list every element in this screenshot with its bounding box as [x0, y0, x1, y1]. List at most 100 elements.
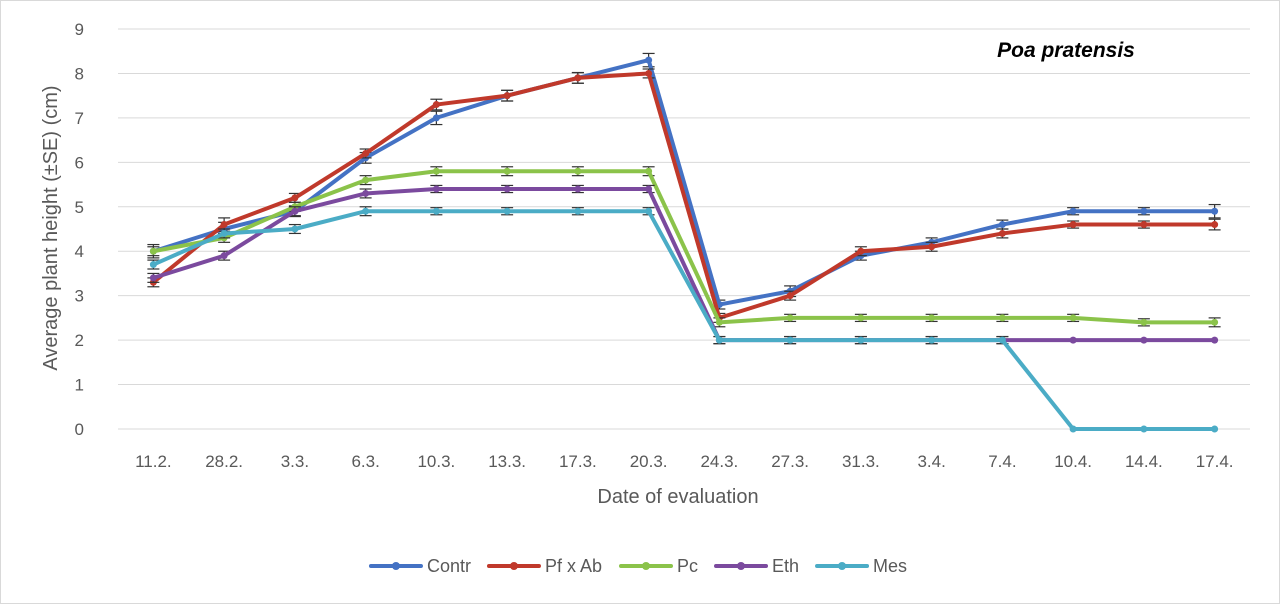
data-point: [220, 252, 228, 260]
data-point: [432, 101, 440, 109]
data-point: [857, 336, 865, 344]
data-point: [149, 247, 157, 255]
legend-label: Pc: [677, 556, 698, 576]
data-point: [1140, 425, 1148, 433]
x-tick-label: 20.3.: [630, 452, 668, 471]
legend-marker: [642, 562, 651, 570]
x-tick-label: 7.4.: [988, 452, 1016, 471]
data-point: [432, 185, 440, 193]
legend-item: Contr: [368, 556, 471, 576]
y-tick-label: 1: [75, 376, 84, 395]
data-point: [291, 225, 299, 233]
data-point: [1069, 425, 1077, 433]
data-point: [1140, 336, 1148, 344]
gridlines: [118, 28, 1250, 430]
y-tick-label: 9: [75, 20, 84, 39]
x-tick-label: 31.3.: [842, 452, 880, 471]
data-point: [928, 243, 936, 251]
data-point: [432, 114, 440, 122]
series-eth: [147, 184, 1219, 345]
data-point: [149, 261, 157, 269]
data-point: [574, 207, 582, 215]
data-point: [362, 189, 370, 197]
x-tick-label: 3.3.: [281, 452, 309, 471]
data-point: [715, 318, 723, 326]
legend-label: Eth: [772, 556, 799, 576]
data-point: [1140, 207, 1148, 215]
data-point: [645, 185, 653, 193]
data-point: [645, 167, 653, 175]
data-point: [857, 314, 865, 322]
data-point: [574, 185, 582, 193]
data-point: [291, 194, 299, 202]
data-point: [715, 336, 723, 344]
data-point: [645, 69, 653, 77]
x-tick-labels: 11.2. 28.2. 3.3. 6.3. 10.3. 13.3. 17.3. 20.3. 24…: [135, 452, 1233, 471]
data-point: [220, 221, 228, 229]
data-point: [1211, 318, 1219, 326]
legend-item: Pf x Ab: [486, 556, 602, 576]
data-point: [362, 176, 370, 184]
x-tick-label: 28.2.: [205, 452, 243, 471]
series-lines: [147, 52, 1221, 433]
data-point: [786, 314, 794, 322]
data-point: [1211, 425, 1219, 433]
data-point: [1069, 314, 1077, 322]
data-point: [503, 92, 511, 100]
legend-marker: [509, 562, 518, 570]
y-axis-title: Average plant height (±SE) (cm): [40, 85, 62, 370]
legend-label: Contr: [427, 556, 471, 576]
data-point: [574, 74, 582, 82]
x-tick-label: 17.4.: [1196, 452, 1234, 471]
y-tick-label: 3: [75, 287, 84, 306]
data-point: [928, 314, 936, 322]
legend-item: Mes: [815, 556, 907, 576]
data-point: [786, 292, 794, 300]
series-mes: [147, 206, 1219, 433]
data-point: [928, 336, 936, 344]
x-tick-label: 3.4.: [917, 452, 945, 471]
series-line: [151, 209, 1217, 431]
y-tick-label: 4: [75, 242, 84, 261]
x-tick-label: 10.3.: [417, 452, 455, 471]
data-point: [1140, 221, 1148, 229]
x-tick-label: 24.3.: [700, 452, 738, 471]
data-point: [503, 185, 511, 193]
series-line: [151, 58, 1217, 307]
x-axis-title: Date of evaluation: [597, 486, 758, 508]
x-tick-label: 14.4.: [1125, 452, 1163, 471]
legend-marker: [391, 562, 400, 570]
data-point: [362, 207, 370, 215]
data-point: [149, 274, 157, 282]
y-tick-label: 6: [75, 153, 84, 172]
legend: Contr Pf x Ab Pc Eth Mes: [368, 556, 907, 576]
data-point: [645, 207, 653, 215]
series-contr: [147, 52, 1221, 310]
data-point: [291, 207, 299, 215]
x-tick-label: 10.4.: [1054, 452, 1092, 471]
data-point: [432, 167, 440, 175]
data-point: [1211, 207, 1219, 215]
data-point: [998, 229, 1006, 237]
data-point: [503, 207, 511, 215]
legend-label: Pf x Ab: [545, 556, 602, 576]
y-tick-label: 8: [75, 64, 84, 83]
data-point: [432, 207, 440, 215]
series-pf-x-ab: [147, 68, 1221, 323]
y-tick-label: 5: [75, 198, 84, 217]
legend-item: Pc: [619, 556, 698, 576]
legend-label: Mes: [873, 556, 907, 576]
data-point: [998, 336, 1006, 344]
data-point: [998, 314, 1006, 322]
x-tick-label: 17.3.: [559, 452, 597, 471]
chart-annotation: Poa pratensis: [997, 39, 1135, 62]
y-tick-labels: 0 1 2 3 4 5 6 7 8 9: [75, 20, 84, 439]
legend-item: Eth: [714, 556, 799, 576]
y-tick-label: 0: [75, 420, 84, 439]
data-point: [1140, 318, 1148, 326]
data-point: [220, 229, 228, 237]
data-point: [857, 247, 865, 255]
data-point: [1211, 336, 1219, 344]
